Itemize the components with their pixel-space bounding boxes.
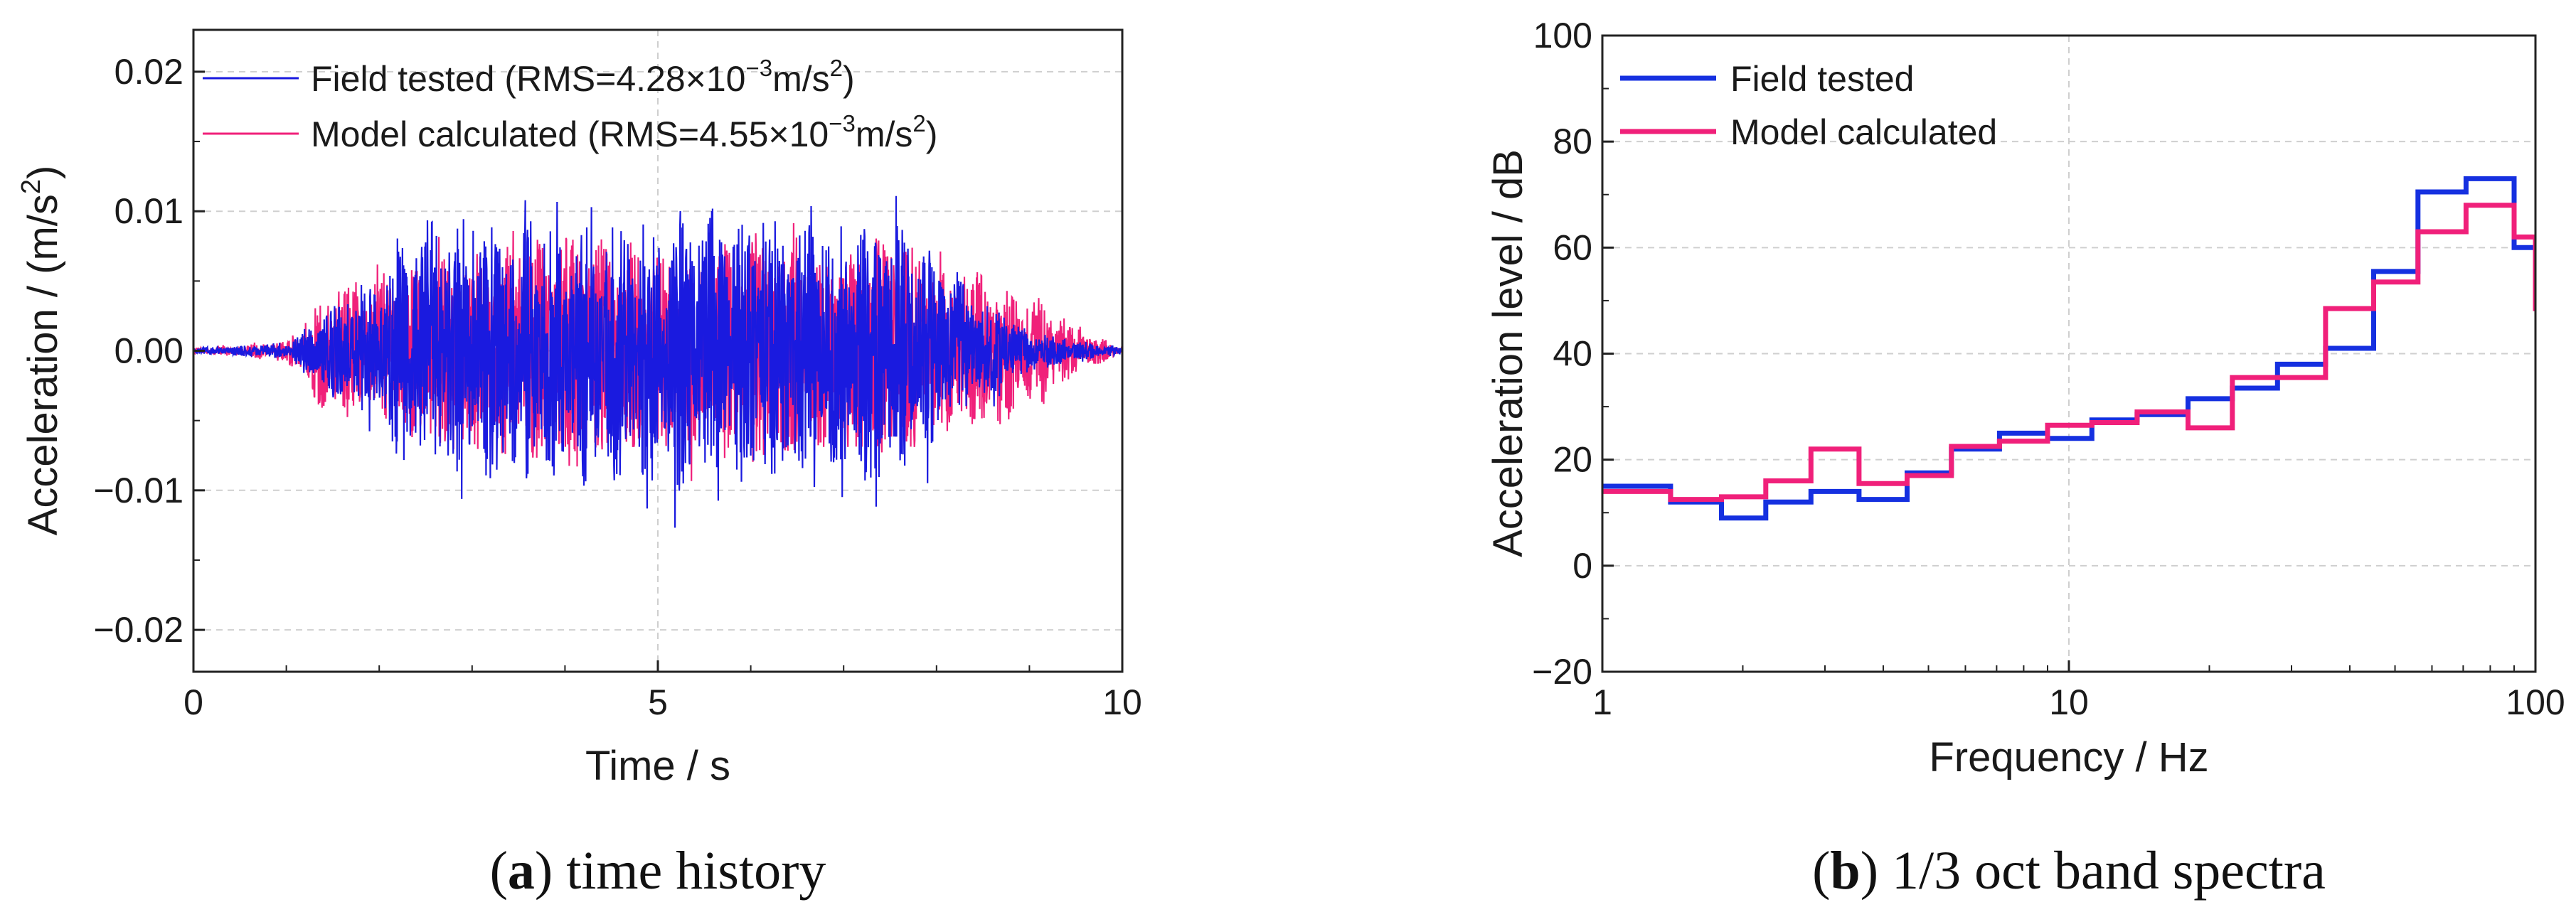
chart-a-xlabel: Time / s xyxy=(585,743,730,789)
legend-b-field-label: Field tested xyxy=(1730,59,1914,99)
chart-b-series xyxy=(1602,176,2535,521)
chart-b: 1 10 100 −20 0 20 40 60 80 100 Frequency / Hz Acc… xyxy=(1485,16,2565,901)
y-tick-label: 100 xyxy=(1533,16,1592,55)
x-tick-label: 5 xyxy=(648,682,668,722)
y-tick-label: 80 xyxy=(1553,122,1592,161)
legend-b-model-label: Model calculated xyxy=(1730,112,1997,152)
y-tick-label: −20 xyxy=(1532,652,1592,692)
chart-b-legend: Field tested Model calculated xyxy=(1620,59,1997,152)
chart-a-ylabel-base: Acceleration / (m/s xyxy=(20,194,66,535)
chart-a-legend: Field tested (RMS=4.28×10−3m/s2) Model c… xyxy=(203,55,937,154)
chart-b-grid xyxy=(1602,36,2535,672)
series-field-tested-line xyxy=(193,195,1122,528)
y-tick-label: 20 xyxy=(1553,440,1592,480)
y-tick-label: −0.02 xyxy=(93,610,183,650)
y-tick-label: 60 xyxy=(1553,227,1592,267)
legend-a-field-label: Field tested (RMS=4.28×10−3m/s2) xyxy=(311,55,855,99)
x-tick-label: 0 xyxy=(183,682,203,722)
y-tick-label: 0.01 xyxy=(115,191,183,231)
x-tick-label: 100 xyxy=(2506,682,2565,722)
chart-a: 0 5 10 0.02 0.01 0.00 −0.01 −0.02 Time / s Acce… xyxy=(16,28,1142,901)
series-model-calculated-steps xyxy=(1602,203,2535,503)
chart-a-series xyxy=(193,195,1122,528)
x-tick-label: 10 xyxy=(2049,682,2089,722)
series-field-tested-steps xyxy=(1602,176,2535,521)
y-tick-label: 0 xyxy=(1572,546,1592,586)
y-tick-label: 0.02 xyxy=(115,52,183,92)
y-tick-label: −0.01 xyxy=(93,471,183,510)
chart-a-ylabel-sup: 2 xyxy=(16,179,46,194)
chart-b-ylabel: Acceleration level / dB xyxy=(1485,149,1531,557)
x-tick-label: 10 xyxy=(1102,682,1142,722)
y-tick-label: 0.00 xyxy=(115,331,183,371)
chart-b-ticks: 1 10 100 −20 0 20 40 60 80 100 xyxy=(1532,16,2565,722)
chart-a-caption: (a) time history xyxy=(490,841,826,901)
chart-a-ylabel-close: ) xyxy=(20,166,66,179)
y-tick-label: 40 xyxy=(1553,334,1592,374)
chart-a-ticks: 0 5 10 0.02 0.01 0.00 −0.01 −0.02 xyxy=(93,52,1141,722)
chart-a-ylabel: Acceleration / (m/s2) xyxy=(16,166,66,536)
x-tick-label: 1 xyxy=(1592,682,1612,722)
chart-b-xlabel: Frequency / Hz xyxy=(1929,734,2208,780)
legend-a-model-label: Model calculated (RMS=4.55×10−3m/s2) xyxy=(311,110,937,154)
chart-b-caption: (b) 1/3 oct band spectra xyxy=(1812,841,2326,901)
